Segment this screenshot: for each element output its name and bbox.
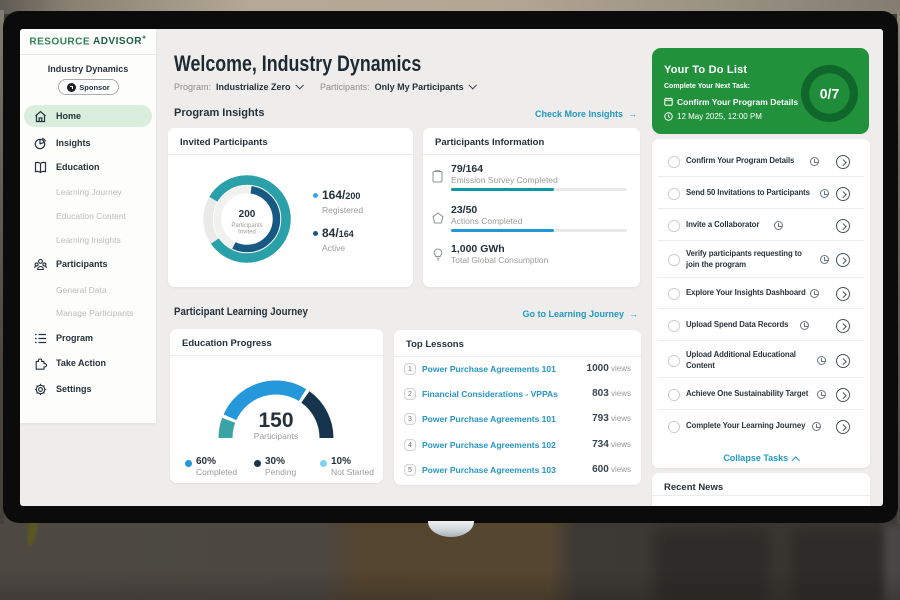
svg-text:0/7: 0/7 <box>820 86 840 102</box>
svg-text:200: 200 <box>239 209 256 220</box>
svg-text:Participants: Participants <box>231 223 262 229</box>
svg-text:Invited: Invited <box>238 230 256 236</box>
